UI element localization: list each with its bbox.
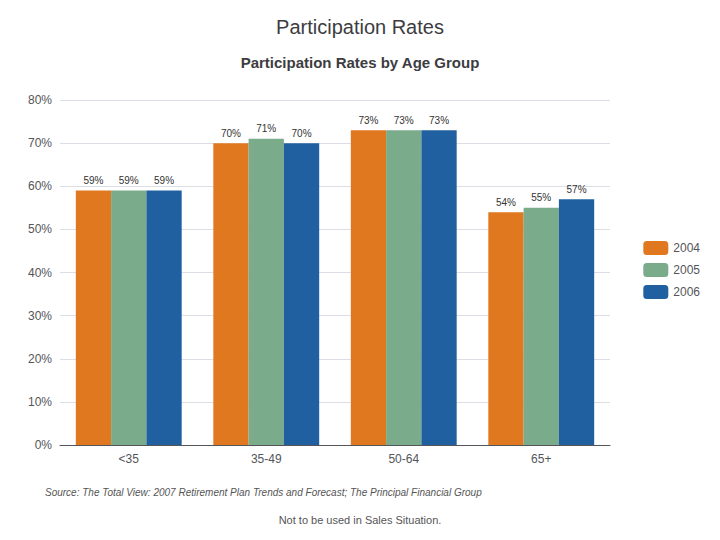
svg-text:40%: 40% <box>28 266 52 280</box>
svg-text:2006: 2006 <box>673 285 700 299</box>
svg-text:70%: 70% <box>221 128 241 139</box>
svg-text:Not to be used in Sales Situat: Not to be used in Sales Situation. <box>279 514 442 526</box>
svg-text:Participation Rates: Participation Rates <box>276 16 444 38</box>
svg-text:59%: 59% <box>119 175 139 186</box>
svg-text:0%: 0% <box>35 438 53 452</box>
svg-text:60%: 60% <box>28 179 52 193</box>
svg-text:73%: 73% <box>429 115 449 126</box>
svg-text:20%: 20% <box>28 352 52 366</box>
svg-text:80%: 80% <box>28 93 52 107</box>
svg-text:2005: 2005 <box>673 263 700 277</box>
svg-text:Source: The Total View: 2007 R: Source: The Total View: 2007 Retirement … <box>45 487 482 498</box>
svg-text:50-64: 50-64 <box>388 452 419 466</box>
svg-text:73%: 73% <box>358 115 378 126</box>
svg-text:2004: 2004 <box>673 241 700 255</box>
svg-text:59%: 59% <box>154 175 174 186</box>
svg-text:30%: 30% <box>28 309 52 323</box>
svg-text:70%: 70% <box>28 136 52 150</box>
svg-text:59%: 59% <box>83 175 103 186</box>
svg-text:10%: 10% <box>28 395 52 409</box>
svg-text:<35: <35 <box>119 452 140 466</box>
svg-text:57%: 57% <box>567 184 587 195</box>
svg-text:73%: 73% <box>394 115 414 126</box>
svg-text:35-49: 35-49 <box>251 452 282 466</box>
svg-text:54%: 54% <box>496 197 516 208</box>
svg-text:50%: 50% <box>28 222 52 236</box>
svg-text:55%: 55% <box>531 192 551 203</box>
svg-text:Participation Rates by Age Gro: Participation Rates by Age Group <box>241 54 480 71</box>
svg-text:65+: 65+ <box>531 452 551 466</box>
svg-text:70%: 70% <box>292 128 312 139</box>
svg-text:71%: 71% <box>256 123 276 134</box>
